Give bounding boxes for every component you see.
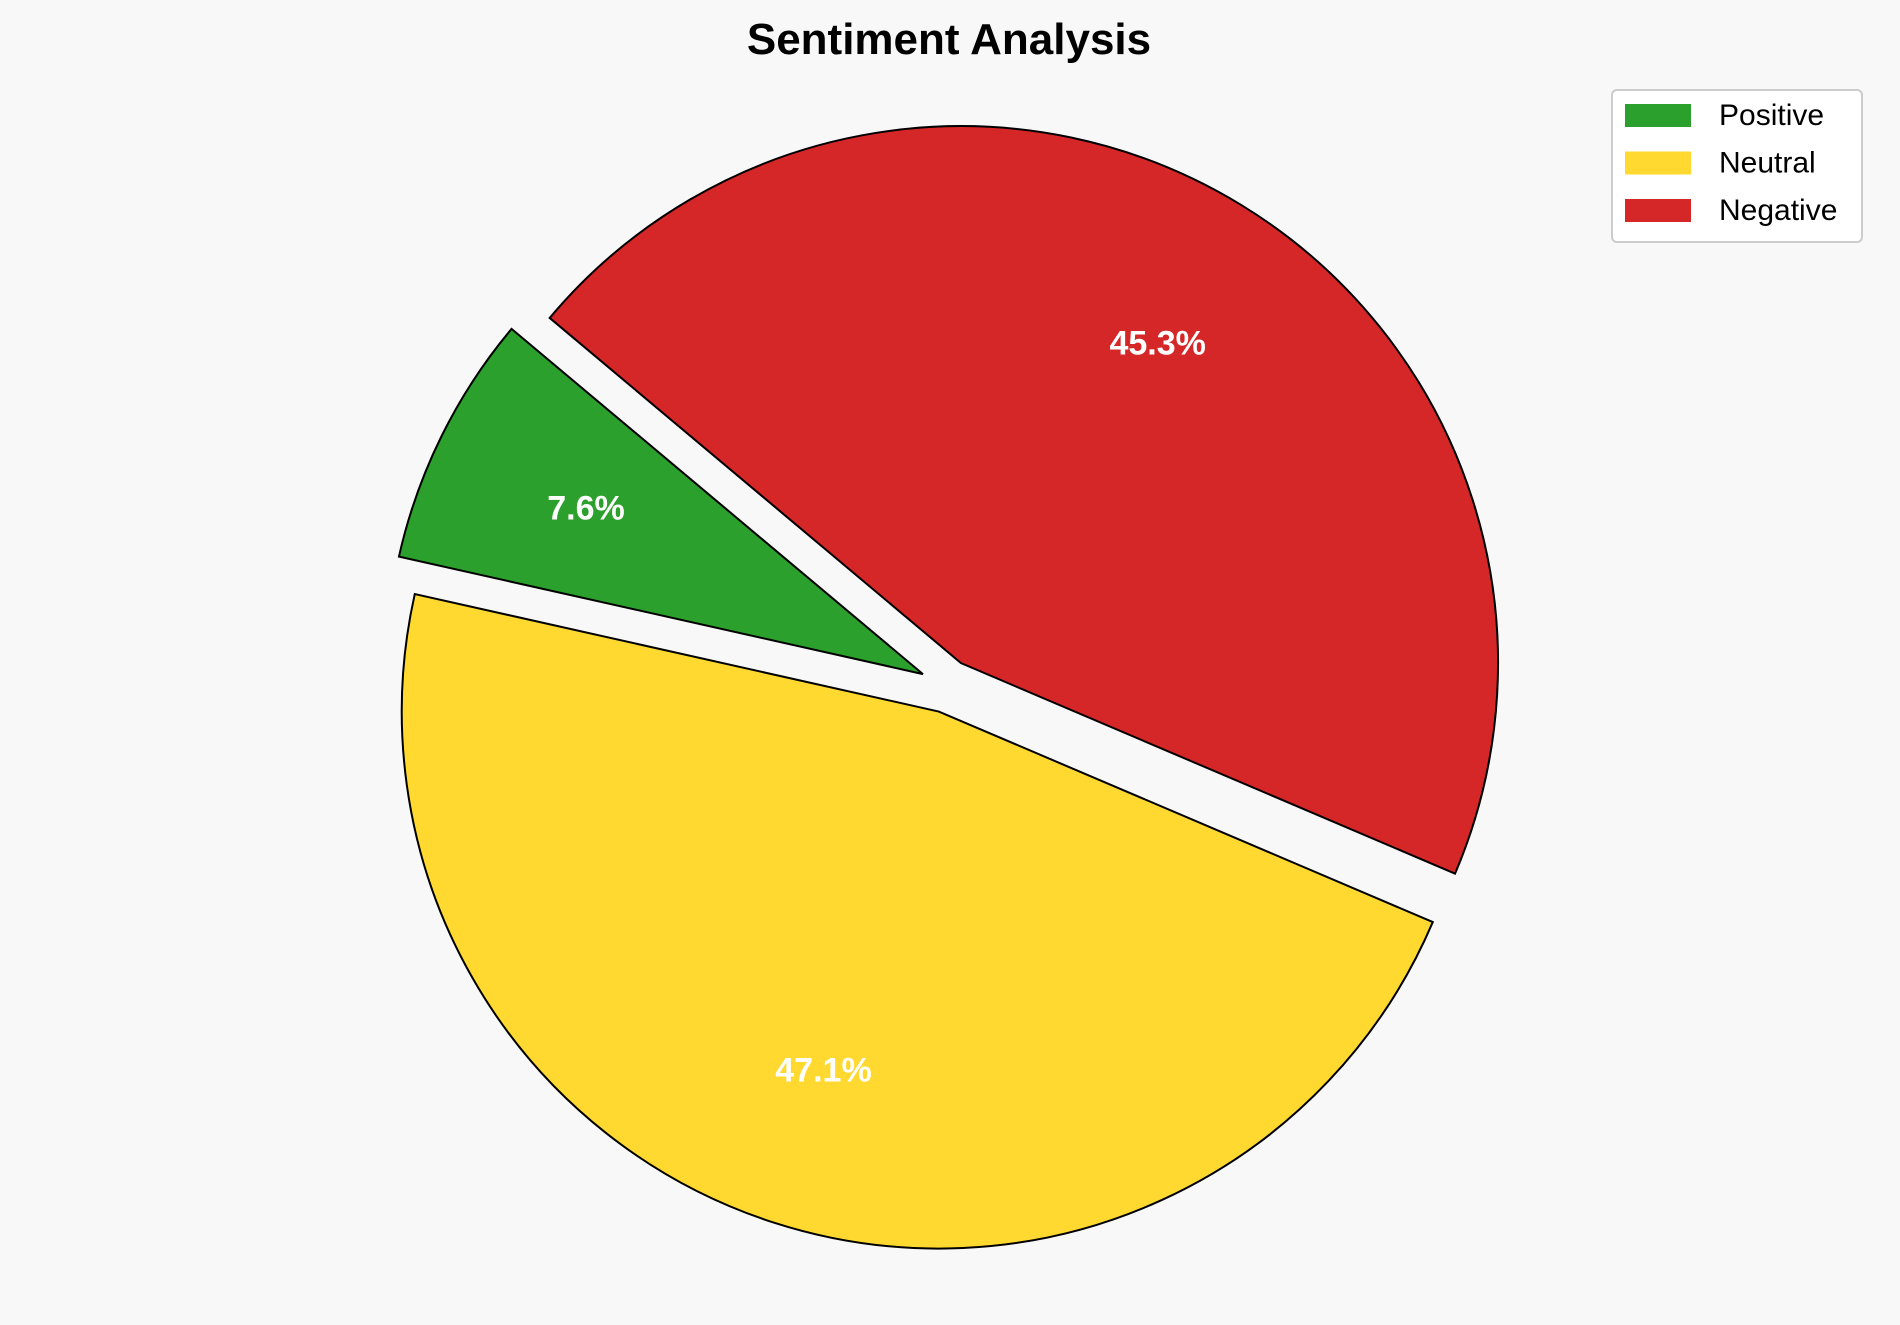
percent-label-positive: 7.6% [547,489,625,527]
wedge-neutral [400,592,1435,1250]
legend-label-neutral: Neutral [1719,147,1816,180]
legend: Positive Neutral Negative [1611,89,1863,243]
wedge-negative [548,125,1500,875]
legend-label-negative: Negative [1719,194,1837,227]
wedge-positive [397,327,924,676]
wedges [397,125,1500,1250]
legend-swatch-positive [1625,104,1691,127]
percent-labels: 7.6% 47.1% 45.3% [547,325,1206,1090]
percent-label-neutral: 47.1% [775,1051,871,1089]
chart-title: Sentiment Analysis [747,15,1151,64]
legend-swatch-negative [1625,199,1691,222]
legend-swatch-neutral [1625,151,1691,175]
percent-label-negative: 45.3% [1109,325,1205,363]
legend-label-positive: Positive [1719,99,1824,132]
